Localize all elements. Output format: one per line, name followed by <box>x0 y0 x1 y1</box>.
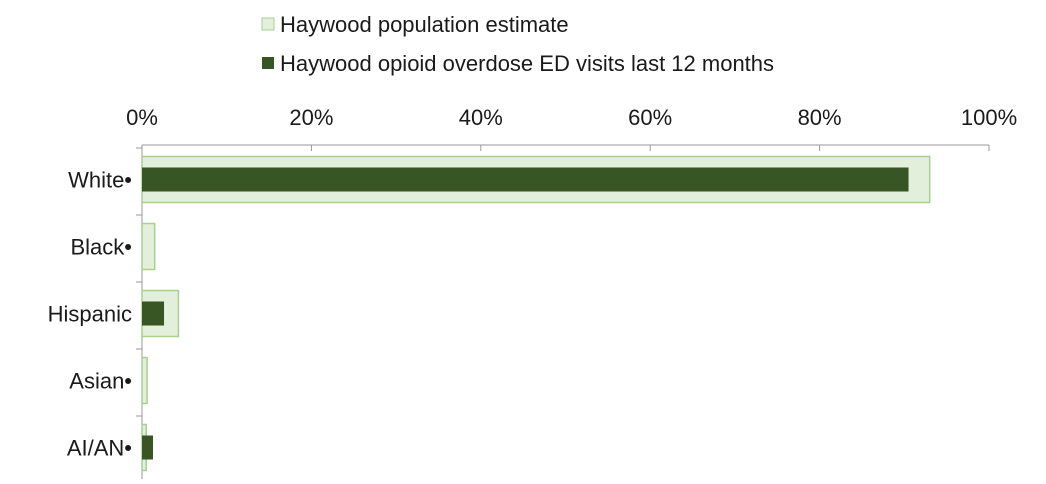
x-tick-label: 80% <box>798 105 842 130</box>
bar-ed-visits <box>142 435 154 460</box>
legend-label-ed-visits: Haywood opioid overdose ED visits last 1… <box>280 51 774 76</box>
x-tick-label: 40% <box>459 105 503 130</box>
bar-population <box>141 356 148 405</box>
category-label: Hispanic <box>48 302 132 327</box>
legend-swatch-ed-visits <box>262 57 274 69</box>
x-tick-label: 0% <box>126 105 158 130</box>
x-tick-label: 100% <box>961 105 1017 130</box>
category-label: Black• <box>71 235 133 260</box>
bar-population <box>141 222 156 271</box>
x-tick-label: 60% <box>628 105 672 130</box>
bar-ed-visits <box>142 301 165 326</box>
category-label: Asian• <box>69 369 132 394</box>
category-label: White• <box>68 168 132 193</box>
x-tick-label: 20% <box>289 105 333 130</box>
bar-ed-visits <box>142 167 909 192</box>
legend-swatch-population <box>261 17 275 31</box>
category-label: AI/AN• <box>67 436 132 461</box>
legend-label-population: Haywood population estimate <box>280 12 569 37</box>
